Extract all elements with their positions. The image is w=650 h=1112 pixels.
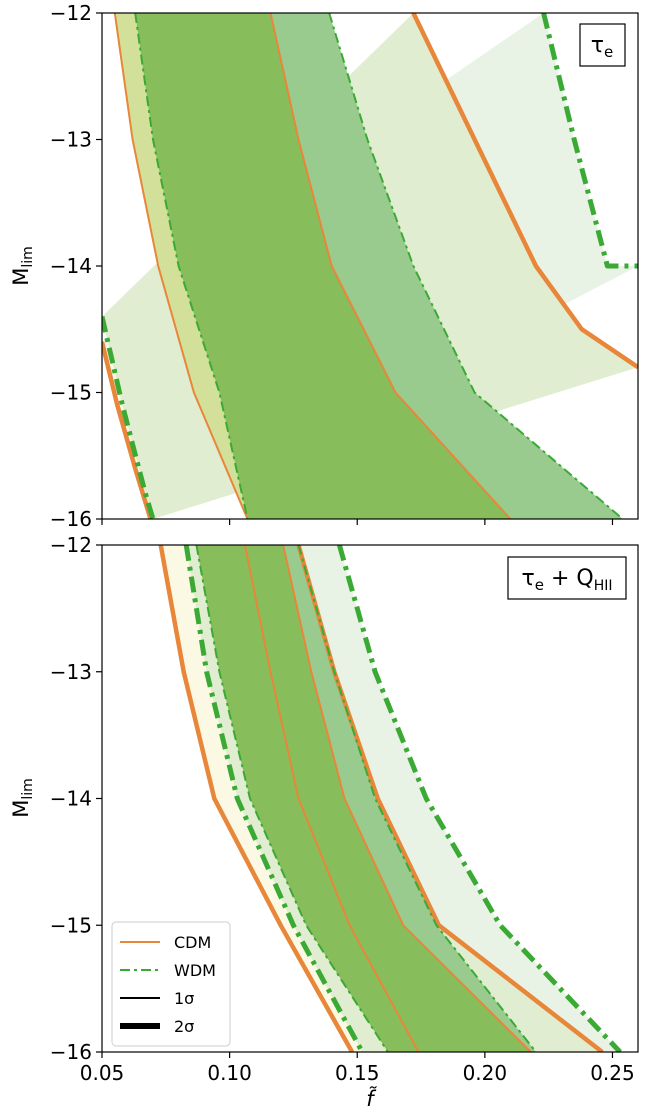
x-tick-label: 0.20 — [463, 1061, 508, 1085]
y-tick-label: −16 — [50, 1040, 92, 1064]
y-tick-label: −16 — [50, 507, 92, 531]
y-tick-label: −15 — [50, 381, 92, 405]
y-tick-label: −14 — [50, 254, 92, 278]
x-axis-label: f̃ — [366, 1086, 377, 1111]
x-axis-ticks — [101, 519, 614, 525]
legend: CDM WDM 1σ 2σ — [111, 921, 231, 1047]
contour-lines — [158, 545, 622, 1052]
overlap-1sigma-region — [196, 545, 531, 1052]
x-tick-label: 0.05 — [80, 1061, 125, 1085]
panel-label-box — [579, 23, 626, 67]
legend-label: WDM — [174, 961, 216, 980]
cdm-2sigma-low-contour — [158, 545, 355, 1052]
cdm-1sigma-high-contour — [282, 545, 532, 1052]
y-axis-ticks: −12 −13 −14 −15 −16 — [50, 533, 102, 1064]
y-tick-label: −12 — [50, 1, 92, 25]
y-tick-label: −14 — [50, 787, 92, 811]
cdm-2sigma-low-contour — [102, 341, 153, 519]
legend-label: 1σ — [174, 989, 194, 1008]
y-tick-label: −13 — [50, 128, 92, 152]
wdm-2sigma-high-contour — [336, 545, 622, 1052]
cdm-1sigma-high-contour — [269, 13, 512, 519]
cdm-1sigma-low-contour — [243, 545, 420, 1052]
overlap-1sigma-region — [135, 13, 511, 519]
legend-label: 2σ — [174, 1017, 194, 1036]
x-axis-ticks: 0.05 0.10 0.15 0.20 0.25 — [80, 1052, 635, 1085]
cdm-1sigma-low-contour — [113, 13, 249, 519]
x-tick-label: 0.25 — [590, 1061, 635, 1085]
panel-label-box — [507, 556, 627, 600]
x-tick-label: 0.15 — [335, 1061, 380, 1085]
panel-tau-e-q-hii: −12 −13 −14 −15 −16 0.05 0.10 0.15 0.20 0.25 Mli… — [9, 533, 639, 1111]
y-tick-label: −15 — [50, 913, 92, 937]
y-axis-label: Mlim — [9, 246, 36, 286]
y-axis-label: Mlim — [9, 778, 36, 818]
wdm-1sigma-low-contour — [195, 545, 389, 1052]
confidence-fills — [102, 13, 638, 519]
wdm-1sigma-high-contour — [328, 13, 624, 519]
wdm-2sigma-low-contour — [102, 316, 156, 519]
wdm-2sigma-high-contour — [541, 13, 638, 269]
contour-lines — [102, 13, 638, 519]
panel-tau-e: −12−13−14−15−16 Mlim τe — [9, 1, 639, 531]
wdm-2sigma-low-contour — [183, 545, 365, 1052]
wdm-1sigma-low-contour — [134, 13, 249, 519]
y-tick-label: −13 — [50, 660, 92, 684]
cdm-2sigma-high-contour — [411, 13, 638, 370]
x-tick-label: 0.10 — [207, 1061, 252, 1085]
y-tick-label: −12 — [50, 533, 92, 557]
y-axis-ticks: −12 −13 −14 −15 −16 — [50, 1, 102, 531]
legend-label: CDM — [174, 933, 211, 952]
wdm-1sigma-high-contour — [297, 545, 537, 1052]
